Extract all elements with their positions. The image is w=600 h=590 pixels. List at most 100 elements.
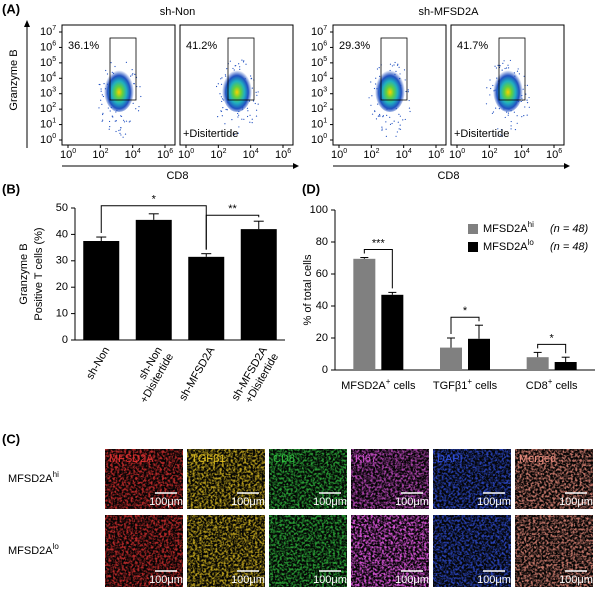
event-dot	[404, 118, 406, 121]
bar	[554, 362, 577, 370]
event-dot	[119, 129, 121, 131]
row-label: MFSD2Alo	[8, 542, 59, 557]
event-dot	[234, 65, 236, 67]
event-dot	[489, 79, 491, 81]
event-dot	[378, 115, 380, 117]
tick-base: 10	[40, 26, 52, 38]
event-dot	[500, 129, 503, 131]
event-dot	[399, 128, 402, 130]
tick-base: 10	[178, 149, 190, 161]
stain	[351, 515, 429, 587]
event-dot	[115, 130, 117, 133]
bar	[83, 241, 120, 340]
event-dot	[114, 65, 116, 68]
tick-exponent: 5	[323, 56, 327, 63]
event-dot	[102, 119, 104, 121]
y-tick-label: 20	[56, 281, 68, 293]
event-dot	[526, 114, 528, 116]
event-dot	[371, 113, 374, 115]
scatter-cloud	[222, 68, 252, 112]
tick-exponent: 7	[323, 25, 327, 32]
channel-label: Merged	[519, 453, 556, 465]
tick-exponent: 0	[190, 148, 194, 155]
event-dot	[528, 106, 530, 108]
tick-exponent: 0	[52, 133, 56, 140]
tick-base: 10	[311, 118, 323, 130]
event-dot	[251, 118, 253, 120]
scale-bar-label: 100μm	[395, 496, 429, 508]
tick-exponent: 4	[526, 148, 530, 155]
x-axis-title: CD8	[166, 170, 188, 182]
panel-label: (D)	[302, 181, 320, 196]
gate-percent: 29.3%	[339, 40, 370, 52]
event-dot	[125, 120, 128, 122]
event-dot	[398, 66, 400, 68]
stain	[187, 515, 265, 587]
event-dot	[245, 63, 247, 65]
event-dot	[100, 90, 102, 92]
x-tick-label: 100	[331, 148, 347, 161]
event-dot	[105, 69, 107, 72]
tick-exponent: 2	[323, 102, 327, 109]
tick-base: 10	[40, 134, 52, 146]
y-tick-label: 104	[40, 72, 56, 85]
y-tick-label: 101	[311, 118, 327, 131]
event-dot	[375, 118, 378, 120]
tick-base: 10	[40, 41, 52, 53]
y-tick-label: 107	[40, 25, 56, 38]
significance-bracket	[205, 214, 260, 250]
event-dot	[510, 120, 512, 123]
event-dot	[123, 121, 126, 123]
x-tick-label: sh-Non	[84, 345, 112, 382]
event-dot	[132, 102, 134, 104]
event-dot	[255, 109, 258, 111]
event-dot	[252, 100, 255, 102]
event-dot	[381, 129, 383, 131]
event-dot	[225, 108, 227, 111]
event-dot	[516, 70, 519, 72]
x-tick-label: 102	[210, 148, 226, 161]
y-tick-label: 100	[40, 133, 56, 146]
gate	[227, 37, 255, 101]
event-dot	[525, 93, 527, 95]
y-tick-label: 0	[62, 334, 68, 346]
event-dot	[134, 73, 136, 76]
scale-bar-label: 100μm	[313, 496, 347, 508]
event-dot	[111, 115, 113, 117]
stain	[269, 449, 347, 509]
tick-exponent: 5	[52, 56, 56, 63]
event-dot	[238, 63, 240, 65]
event-dot	[510, 125, 512, 127]
significance-label: ***	[372, 237, 386, 249]
scale-bar-label: 100μm	[477, 574, 511, 586]
event-dot	[385, 135, 387, 137]
event-dot	[516, 122, 518, 124]
event-dot	[386, 114, 388, 116]
event-dot	[368, 97, 370, 99]
event-dot	[231, 119, 233, 121]
y-tick-label: 40	[56, 228, 68, 240]
scale-bar-label: 100μm	[149, 574, 183, 586]
x-tick-label: CD8+ cells	[526, 377, 578, 392]
event-dot	[507, 114, 509, 116]
significance-label: *	[550, 332, 555, 344]
event-dot	[492, 111, 495, 113]
gate-percent: 36.1%	[68, 40, 99, 52]
event-dot	[503, 60, 505, 62]
legend-swatch	[468, 242, 478, 252]
event-dot	[391, 65, 394, 67]
event-dot	[518, 73, 520, 75]
panel-label: (A)	[2, 1, 20, 16]
text-part: cells	[552, 380, 578, 392]
y-tick-label: 107	[311, 25, 327, 38]
event-dot	[526, 102, 529, 104]
x-tick-label: 106	[157, 148, 173, 161]
event-dot	[99, 83, 101, 86]
group-title: sh-Non	[160, 6, 195, 18]
event-dot	[377, 103, 379, 105]
event-dot	[251, 122, 253, 124]
event-dot	[122, 136, 124, 138]
gate-percent: 41.7%	[457, 40, 488, 52]
x-tick-label: 104	[125, 148, 141, 161]
